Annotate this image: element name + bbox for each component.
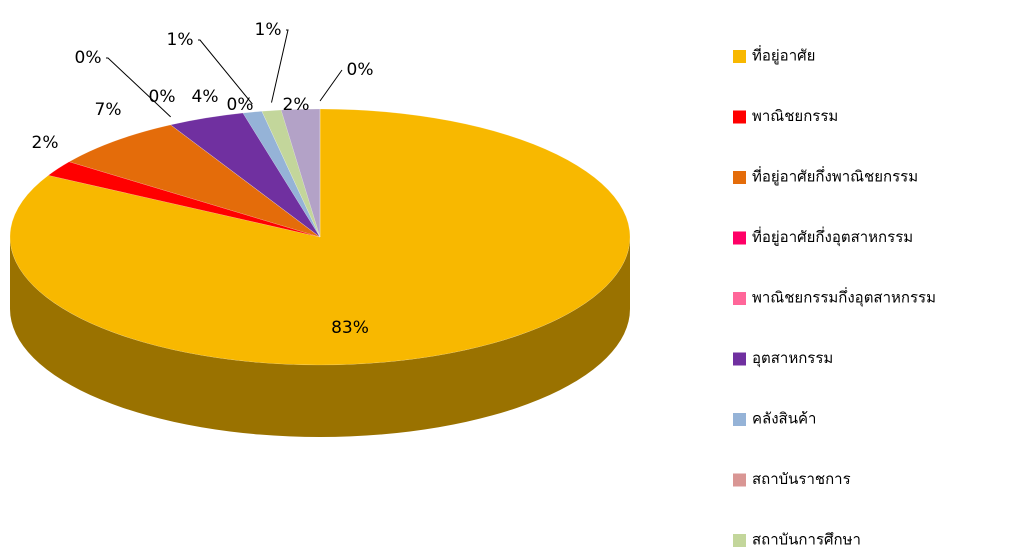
legend-label: ที่อยู่อาศัย bbox=[752, 45, 815, 65]
pie-slice bbox=[47, 161, 321, 238]
leader-line bbox=[319, 69, 343, 102]
data-label: 4% bbox=[192, 87, 219, 107]
data-label: 7% bbox=[95, 100, 122, 120]
legend-swatch bbox=[733, 171, 746, 184]
data-label: 0% bbox=[75, 48, 102, 68]
legend-swatch bbox=[733, 110, 746, 124]
data-label: 0% bbox=[347, 60, 374, 80]
legend-swatch bbox=[733, 352, 746, 366]
data-label: 83% bbox=[331, 318, 369, 338]
pie-side bbox=[10, 237, 630, 437]
pie-slice bbox=[261, 109, 321, 238]
data-label: 1% bbox=[255, 20, 282, 40]
legend-label: คลังสินค้า bbox=[752, 410, 816, 428]
legend-swatch bbox=[733, 413, 746, 426]
data-label: 1% bbox=[167, 30, 194, 50]
legend-label: สถาบันการศึกษา bbox=[752, 531, 861, 548]
legend-label: พาณิชยกรรมกึ่งอุตสาหกรรม bbox=[752, 287, 936, 308]
leader-line bbox=[106, 57, 171, 118]
data-label: 0% bbox=[227, 95, 254, 115]
leader-line bbox=[198, 39, 253, 105]
legend-label: ที่อยู่อาศัยกึ่งอุตสาหกรรม bbox=[752, 226, 913, 247]
data-label: 2% bbox=[283, 95, 310, 115]
legend-swatch bbox=[733, 231, 746, 245]
legend-swatch bbox=[733, 292, 746, 305]
legend-label: อุตสาหกรรม bbox=[752, 349, 833, 368]
legend-swatch bbox=[733, 534, 746, 547]
pie-slice bbox=[242, 111, 321, 238]
pie-slice bbox=[9, 108, 631, 366]
pie-slice bbox=[170, 112, 321, 238]
legend-label: ที่อยู่อาศัยกึ่งพาณิชยกรรม bbox=[752, 166, 918, 186]
pie-slice bbox=[280, 108, 321, 238]
legend-swatch bbox=[733, 473, 746, 487]
legend-swatch bbox=[733, 50, 746, 63]
legend-label: สถาบันราชการ bbox=[752, 470, 851, 488]
pie-slice bbox=[68, 124, 321, 238]
leader-line bbox=[271, 29, 289, 103]
legend-label: พาณิชยกรรม bbox=[752, 107, 838, 125]
data-label: 2% bbox=[32, 133, 59, 153]
data-label: 0% bbox=[149, 87, 176, 107]
